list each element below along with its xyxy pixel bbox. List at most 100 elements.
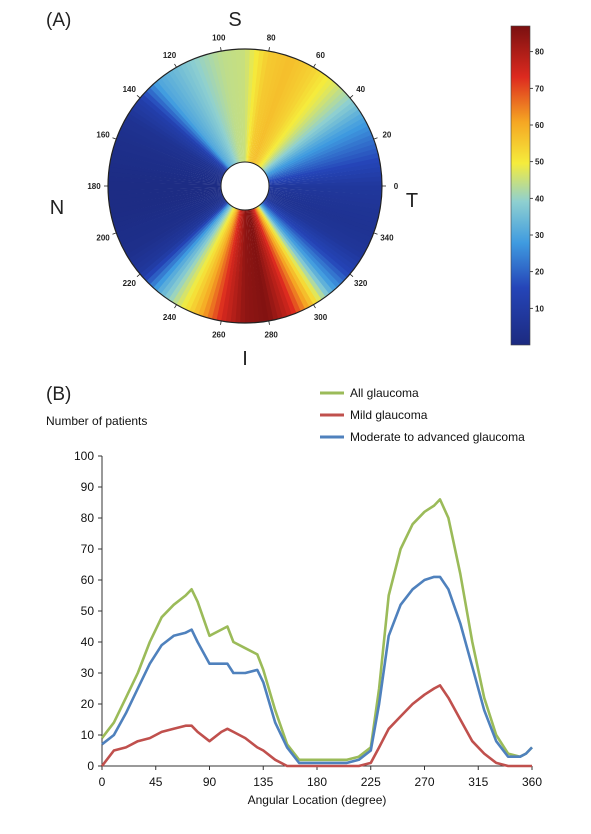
polar-sector [245,105,359,186]
legend-label: Mild glaucoma [350,408,428,422]
polar-sector [108,171,245,186]
polar-sector [114,139,245,186]
y-tick-label: 40 [81,635,95,649]
polar-sector [245,186,330,297]
polar-sector [113,186,245,229]
polar-sector [245,97,353,186]
colorbar [510,25,531,346]
line-chart-axes: 0 10 20 30 40 50 60 70 80 90 100 0 45 90 135 180 225 270 3… [74,449,542,789]
polar-sector [245,186,341,288]
polar-tick-mark [112,232,117,235]
polar-tick-label: 160 [96,130,110,139]
colorbar-tick-label: 40 [535,194,544,203]
polar-sector [245,186,293,317]
polar-sector [207,186,245,320]
polar-sector [245,186,288,318]
y-tick-label: 10 [81,728,95,742]
polar-tick-label: 0 [394,182,399,191]
polar-sector [245,49,255,186]
polar-tick-label: 220 [123,279,137,288]
polar-sector [107,181,246,187]
polar-sector [153,186,245,292]
polar-sector [146,186,245,285]
y-tick-label: 20 [81,697,95,711]
polar-tick-mark [349,95,354,99]
polar-sector [245,186,357,271]
x-tick-label: 45 [149,775,163,789]
polar-sector [119,186,245,247]
polar-sector [245,186,314,307]
polar-sector [245,54,288,187]
polar-sector [245,121,369,186]
polar-sector [245,64,314,186]
polar-tick-label: 80 [267,33,276,42]
x-tick-label: 360 [522,775,542,789]
polar-angle-ticks: 0 20 40 60 80 100 120 140 160 180 200 220 240 260 280 3… [87,33,398,339]
polar-sector [131,105,245,186]
polar-sector [136,97,245,186]
x-tick-label: 315 [468,775,488,789]
colorbar-tick-label: 50 [535,158,544,167]
y-tick-label: 100 [74,449,94,463]
legend-label: Moderate to advanced glaucoma [350,430,525,444]
polar-tick-label: 120 [163,51,177,60]
polar-sector [245,74,330,186]
colorbar-ticks: 10 20 30 40 50 60 70 80 [530,48,544,313]
polar-sector [245,55,292,187]
colorbar-tick-label: 20 [535,268,544,277]
polar-sector [116,134,245,186]
polar-sector [245,186,318,305]
polar-sector [245,51,279,187]
polar-sector [245,60,306,186]
y-tick-label: 30 [81,666,95,680]
polar-sector [245,186,359,267]
polar-sector [114,186,246,234]
polar-sector [245,186,334,294]
polar-sector [245,186,310,310]
polar-sector [121,186,245,251]
polar-sector [245,49,265,187]
y-tick-label: 90 [81,480,95,494]
colorbar-tick-label: 70 [535,84,544,93]
polar-sector [245,72,326,186]
polar-sector [245,77,334,186]
polar-sector [245,108,362,186]
polar-tick-mark [268,320,270,325]
polar-tick-mark [373,232,378,235]
x-axis-title: Angular Location (degree) [248,793,387,807]
polar-sector [184,186,245,312]
polar-sector [193,186,245,315]
polar-sector [216,186,245,321]
polar-sector [245,186,377,229]
polar-sector [109,162,246,186]
polar-tick-mark [373,137,378,140]
polar-sector [193,57,245,187]
colorbar-tick-label: 10 [535,304,544,313]
polar-tick-mark [220,320,222,325]
direction-nasal: N [50,197,64,219]
polar-tick-mark [174,63,177,68]
polar-sector [119,125,245,186]
polar-sector [245,67,318,186]
polar-sector [245,186,373,242]
polar-tick-mark [136,95,141,99]
polar-sector [245,186,344,285]
polar-sector [245,186,380,215]
series-line [100,498,533,762]
polar-sector [164,186,245,300]
polar-sector [180,186,245,310]
panel-b-label: (B) [46,384,71,405]
polar-sector [113,143,246,186]
polar-sector [131,186,245,267]
polar-tick-label: 60 [316,51,325,60]
polar-sector [245,57,297,186]
polar-sector [167,69,245,186]
polar-sector [235,186,245,323]
polar-tick-mark [174,304,177,309]
polar-sector [225,186,245,323]
series-line [100,684,532,768]
polar-tick-mark [349,273,354,277]
polar-tick-label: 20 [382,130,391,139]
polar-sector [245,186,351,278]
polar-sector [176,65,245,186]
